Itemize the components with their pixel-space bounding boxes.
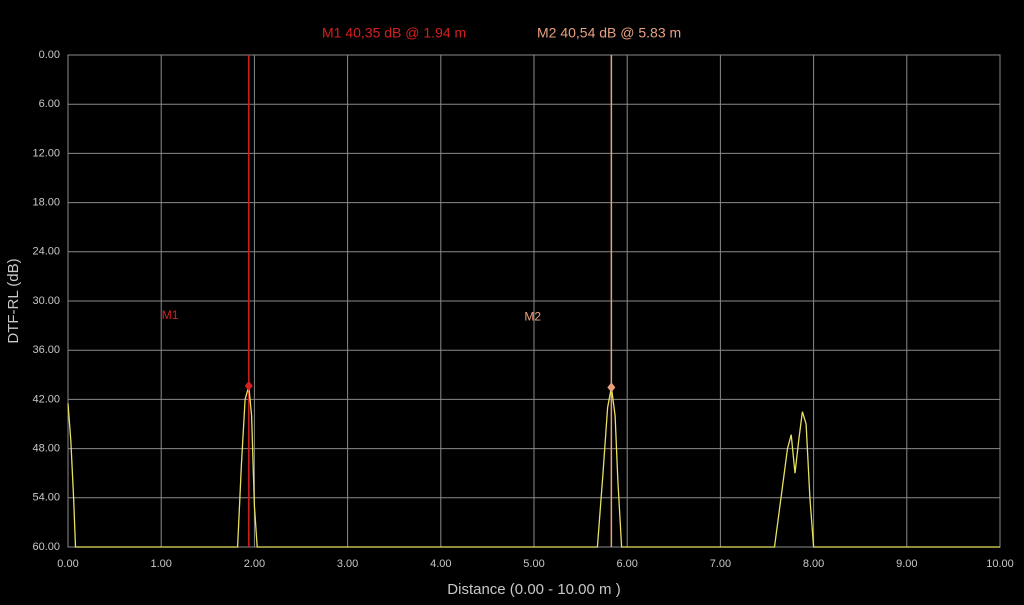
- y-tick-label: 48.00: [32, 443, 60, 455]
- y-tick-label: 24.00: [32, 246, 60, 258]
- x-tick-label: 5.00: [523, 558, 544, 570]
- y-tick-label: 36.00: [32, 344, 60, 356]
- x-tick-label: 0.00: [57, 558, 78, 570]
- marker-point: [244, 380, 253, 391]
- marker-readout: M1 40,35 dB @ 1.94 m: [322, 25, 466, 41]
- x-tick-label: 8.00: [803, 558, 824, 570]
- y-tick-label: 54.00: [32, 492, 60, 504]
- y-tick-label: 6.00: [39, 98, 60, 110]
- y-tick-label: 18.00: [32, 197, 60, 209]
- x-tick-label: 10.00: [986, 558, 1014, 570]
- y-tick-label: 0.00: [39, 49, 60, 61]
- y-tick-label: 42.00: [32, 393, 60, 405]
- marker-readout: M2 40,54 dB @ 5.83 m: [537, 25, 681, 41]
- x-axis-title: Distance (0.00 - 10.00 m ): [447, 581, 620, 598]
- x-tick-label: 3.00: [337, 558, 358, 570]
- y-axis-title: DTF-RL (dB): [5, 258, 22, 343]
- y-tick-label: 60.00: [32, 541, 60, 553]
- x-tick-label: 6.00: [616, 558, 637, 570]
- marker-name: M2: [524, 310, 541, 324]
- x-tick-label: 4.00: [430, 558, 451, 570]
- x-tick-label: 7.00: [710, 558, 731, 570]
- marker-name: M1: [162, 308, 179, 322]
- x-tick-label: 2.00: [244, 558, 265, 570]
- marker-point: [607, 382, 616, 393]
- y-tick-label: 30.00: [32, 295, 60, 307]
- y-tick-label: 12.00: [32, 147, 60, 159]
- x-tick-label: 9.00: [896, 558, 917, 570]
- x-tick-label: 1.00: [150, 558, 171, 570]
